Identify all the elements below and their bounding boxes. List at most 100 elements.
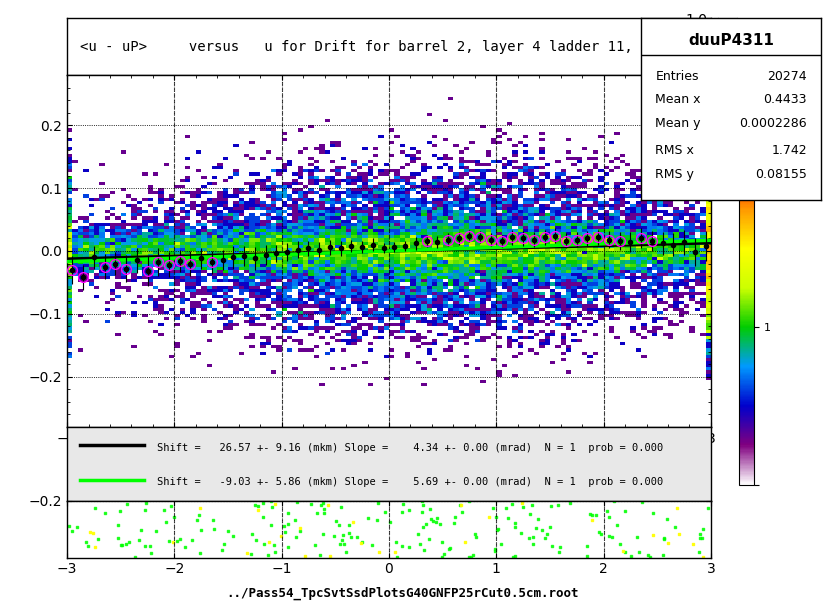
Point <box>370 515 384 525</box>
Point <box>256 498 270 507</box>
Point <box>334 502 348 511</box>
Point <box>163 536 176 546</box>
Point <box>509 519 522 528</box>
Point <box>304 499 318 509</box>
Text: 1.742: 1.742 <box>771 144 807 158</box>
Point <box>656 550 670 560</box>
Point <box>139 505 153 514</box>
Point <box>624 551 638 561</box>
Point <box>531 514 545 524</box>
Point <box>448 512 462 522</box>
Point <box>318 508 331 518</box>
Point <box>194 525 208 535</box>
Point <box>251 505 265 515</box>
Point <box>120 539 133 548</box>
Point <box>62 521 75 531</box>
Point <box>416 500 429 510</box>
Point <box>245 528 258 538</box>
Point <box>193 504 206 513</box>
Point <box>646 530 660 540</box>
Point <box>173 534 187 544</box>
Point <box>524 509 537 519</box>
Point <box>630 532 644 542</box>
Point <box>563 498 577 508</box>
Point <box>81 541 95 550</box>
Point <box>293 523 307 533</box>
Point <box>122 537 136 547</box>
Point <box>257 539 271 548</box>
Point <box>585 511 598 521</box>
Point <box>395 507 408 517</box>
Point <box>170 536 184 545</box>
Point <box>88 503 101 513</box>
Point <box>544 522 557 531</box>
Point <box>263 538 277 547</box>
Point <box>453 501 467 510</box>
Point <box>501 513 515 522</box>
Point <box>483 513 496 522</box>
Point <box>159 517 173 527</box>
Point <box>641 550 654 559</box>
Point <box>317 529 330 539</box>
Point <box>515 528 528 538</box>
Text: <u - uP>     versus   u for Drift for barrel 2, layer 4 ladder 11, wafer 3: <u - uP> versus u for Drift for barrel 2… <box>80 39 700 53</box>
Point <box>215 545 229 555</box>
Point <box>644 553 657 562</box>
Point <box>135 525 148 535</box>
Point <box>193 548 206 558</box>
Text: Mean x: Mean x <box>655 93 701 107</box>
Point <box>335 536 349 545</box>
Point <box>658 533 671 542</box>
Point <box>323 551 337 561</box>
Point <box>143 541 157 551</box>
Point <box>206 516 220 525</box>
Point <box>333 520 346 530</box>
Point <box>391 551 404 561</box>
Point <box>589 510 603 520</box>
Point <box>618 547 632 557</box>
Point <box>489 546 502 556</box>
Point <box>525 501 539 510</box>
Point <box>113 506 127 516</box>
Point <box>192 510 205 519</box>
Point <box>470 532 484 542</box>
Point <box>517 502 530 512</box>
Point <box>696 552 710 562</box>
Point <box>217 539 230 549</box>
Point <box>491 524 504 534</box>
Point <box>190 515 204 525</box>
Point <box>88 542 101 552</box>
Point <box>695 533 708 543</box>
Text: 20274: 20274 <box>768 70 807 83</box>
Point <box>491 525 504 534</box>
Point <box>430 513 443 523</box>
Point <box>250 535 263 545</box>
Point <box>267 540 281 550</box>
Point <box>580 551 593 561</box>
Point <box>546 541 559 551</box>
Point <box>583 509 597 519</box>
Point <box>506 551 520 561</box>
Point <box>463 496 476 506</box>
Point <box>149 526 163 536</box>
Point <box>389 538 402 547</box>
Point <box>396 541 409 551</box>
Point <box>632 547 645 557</box>
Point <box>402 505 416 514</box>
Point <box>515 499 529 508</box>
Point <box>424 504 437 514</box>
Text: ../Pass54_TpcSvtSsdPlotsG40GNFP25rCut0.5cm.root: ../Pass54_TpcSvtSsdPlotsG40GNFP25rCut0.5… <box>226 587 578 600</box>
Point <box>241 548 254 558</box>
Point <box>429 517 442 527</box>
Point <box>226 531 240 541</box>
Point <box>288 515 302 525</box>
Text: RMS y: RMS y <box>655 168 695 181</box>
Point <box>701 503 715 513</box>
Point <box>111 533 125 542</box>
Point <box>416 507 429 516</box>
Point <box>696 524 710 534</box>
Point <box>362 514 375 524</box>
Point <box>297 551 311 561</box>
Point <box>344 532 357 542</box>
Point <box>538 533 551 543</box>
